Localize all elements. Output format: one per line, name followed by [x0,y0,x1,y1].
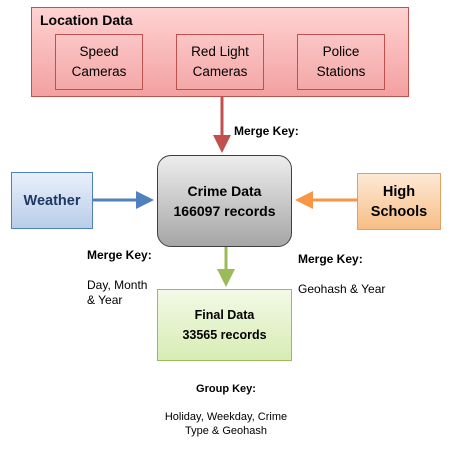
crime-data-records: 166097 records [173,203,276,219]
group-key-title: Group Key: [196,383,256,395]
location-data-title: Location Data [40,12,133,28]
crime-data-box: Crime Data 166097 records [157,155,292,247]
red-light-cameras-box: Red Light Cameras [176,34,264,90]
group-key-value: Holiday, Weekday, Crime Type & Geohash [164,411,288,437]
final-data-box: Final Data 33565 records [157,289,292,361]
group-key: Group Key: Holiday, Weekday, Crime Type … [150,368,302,452]
location-data-group: Location Data Speed Cameras Red Light Ca… [31,7,409,97]
merge-key-weather-title: Merge Key: [87,248,152,262]
police-stations-box: Police Stations [297,34,385,90]
merge-key-location-title: Merge Key: [234,124,299,138]
final-data-title: Final Data [194,308,255,322]
connector-layer [93,97,357,287]
merge-key-schools-title: Merge Key: [298,252,363,266]
speed-cameras-box: Speed Cameras [55,34,143,90]
weather-box: Weather [11,172,93,229]
final-data-records: 33565 records [182,328,267,342]
merge-key-weather: Merge Key: Day, Month & Year [87,233,152,323]
merge-key-weather-value: Day, Month & Year [87,278,148,307]
crime-data-title: Crime Data [187,183,262,199]
merge-key-schools: Merge Key: Geohash & Year [298,237,385,312]
high-schools-box: High Schools [357,173,441,230]
merge-key-schools-value: Geohash & Year [298,282,386,296]
